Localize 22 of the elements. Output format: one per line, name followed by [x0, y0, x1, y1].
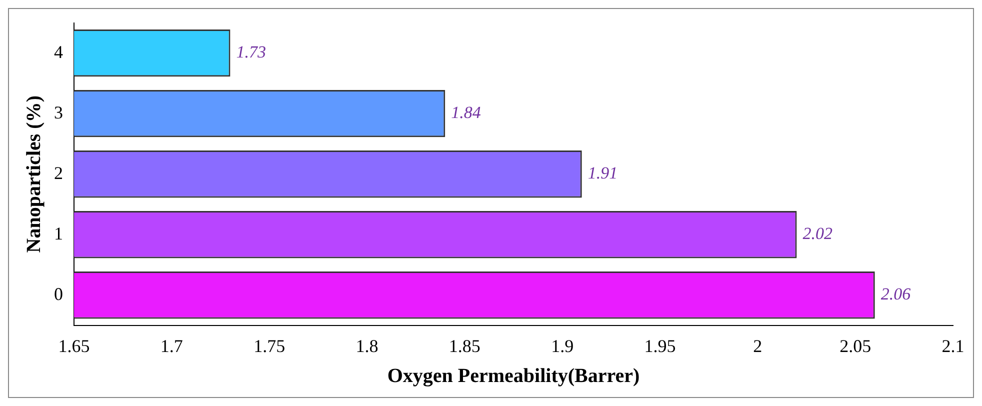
x-tick-label: 2	[753, 336, 762, 356]
x-tick-label: 1.85	[448, 336, 480, 356]
y-tick-label: 3	[54, 102, 63, 122]
y-tick-label: 4	[54, 42, 63, 62]
x-tick-label: 1.9	[551, 336, 574, 356]
x-tick-label: 1.65	[58, 336, 90, 356]
data-label: 1.73	[236, 42, 266, 62]
data-label: 1.91	[588, 164, 618, 183]
y-axis-title: Nanoparticles (%)	[23, 96, 46, 253]
x-tick-label: 2.1	[942, 336, 964, 356]
data-label: 1.84	[451, 103, 482, 122]
x-tick-label: 1.8	[356, 336, 378, 356]
x-tick-label: 1.7	[160, 336, 183, 356]
y-tick-label: 1	[54, 223, 63, 244]
y-tick-label: 0	[54, 284, 63, 304]
y-tick-label: 2	[54, 162, 63, 183]
x-tick-label: 1.75	[254, 336, 286, 356]
x-tick-label: 2.05	[840, 336, 872, 356]
x-tick-label: 1.95	[644, 336, 676, 356]
data-label: 2.06	[880, 284, 912, 304]
x-axis-title: Oxygen Permeability(Barrer)	[387, 365, 640, 388]
data-label: 2.02	[802, 224, 833, 244]
